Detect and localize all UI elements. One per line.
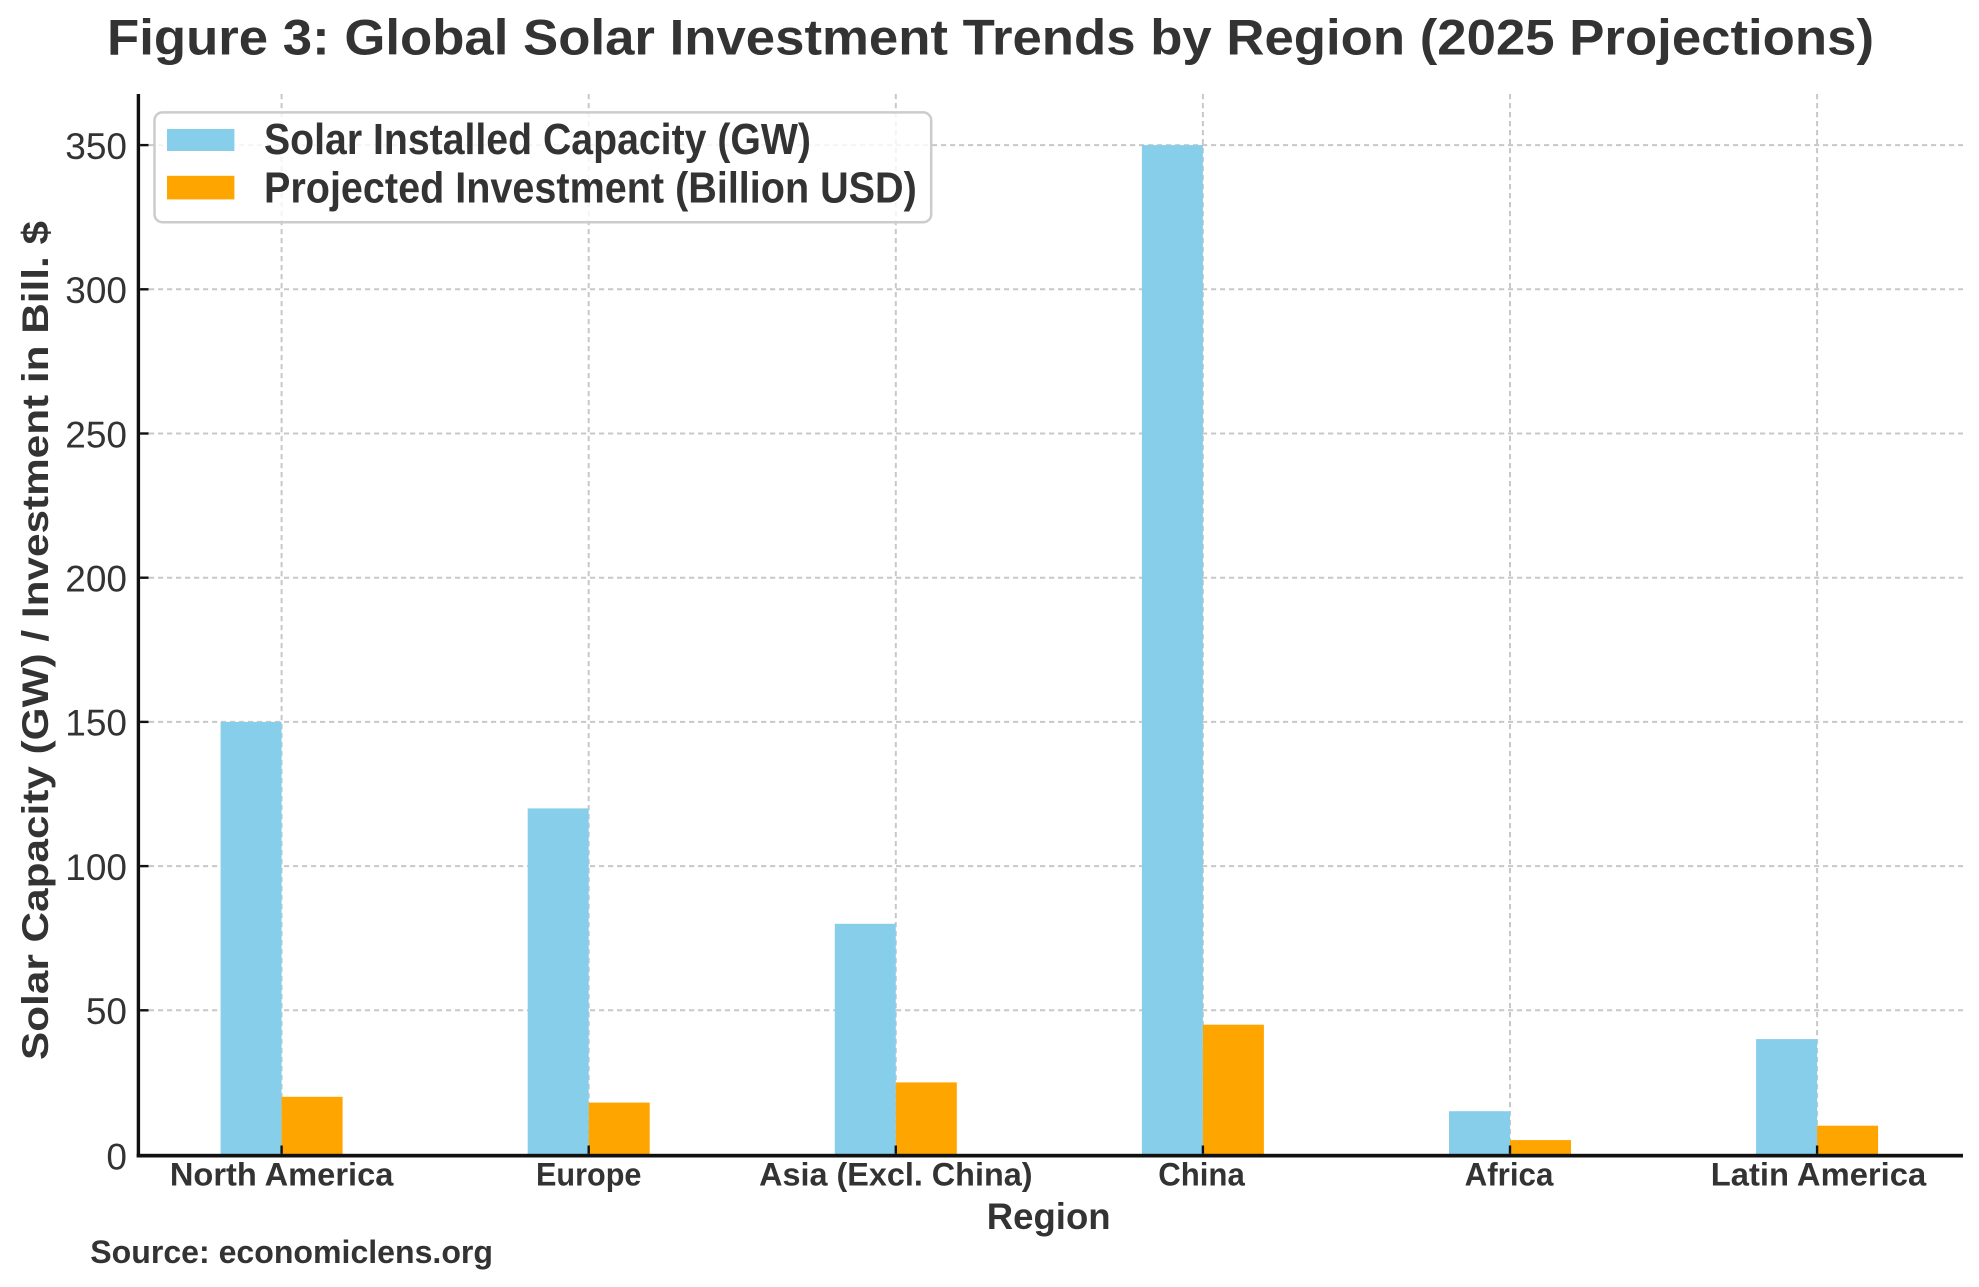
svg-text:150: 150 [65,703,127,744]
svg-text:Source: economiclens.org: Source: economiclens.org [90,1234,493,1270]
svg-text:250: 250 [65,414,127,455]
svg-text:Asia (Excl. China): Asia (Excl. China) [759,1156,1032,1192]
svg-text:North America: North America [170,1156,394,1192]
svg-text:0: 0 [106,1136,127,1177]
svg-text:350: 350 [65,126,127,167]
svg-text:Projected Investment (Billion: Projected Investment (Billion USD) [264,163,917,212]
svg-text:Solar Installed Capacity (GW): Solar Installed Capacity (GW) [264,115,811,164]
svg-text:100: 100 [65,847,127,888]
svg-text:200: 200 [65,559,127,600]
svg-text:50: 50 [86,991,127,1032]
svg-text:Solar Capacity (GW) / Investme: Solar Capacity (GW) / Investment in Bill… [15,221,56,1060]
svg-text:Europe: Europe [536,1156,641,1192]
svg-text:300: 300 [65,270,127,311]
svg-text:Africa: Africa [1465,1156,1554,1192]
svg-text:Figure 3: Global Solar Investm: Figure 3: Global Solar Investment Trends… [107,10,1874,66]
svg-text:Latin America: Latin America [1711,1156,1927,1192]
svg-text:Region: Region [987,1196,1111,1237]
svg-text:China: China [1158,1156,1245,1192]
